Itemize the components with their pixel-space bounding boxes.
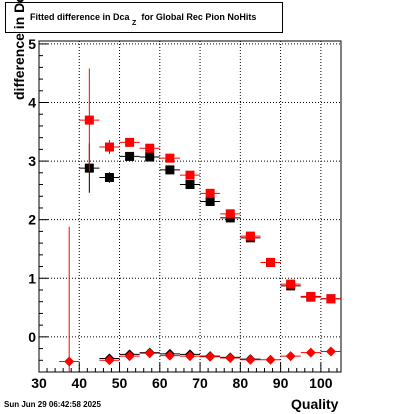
data-point-square bbox=[145, 143, 155, 153]
data-point-square bbox=[205, 197, 215, 207]
chart-title-subscript: Z bbox=[132, 20, 137, 27]
data-point-diamond bbox=[124, 351, 135, 362]
data-point-diamond bbox=[64, 356, 75, 367]
chart-title-rest: for Global Rec Pion NoHits bbox=[141, 12, 257, 22]
data-point-square bbox=[266, 257, 276, 267]
chart-title: Fitted difference in Dca Z for Global Re… bbox=[30, 12, 257, 27]
x-tick-label: 50 bbox=[112, 375, 128, 391]
data-point-square bbox=[185, 170, 195, 180]
footer-date: Sun Jun 29 06:42:58 2025 bbox=[4, 400, 101, 409]
data-point-diamond bbox=[245, 354, 256, 365]
data-point-diamond bbox=[305, 347, 316, 358]
x-tick-label: 80 bbox=[233, 375, 249, 391]
chart-title-box: Fitted difference in Dca Z for Global Re… bbox=[5, 2, 283, 33]
data-point-square bbox=[125, 137, 135, 147]
data-point-square bbox=[145, 152, 155, 162]
x-axis-label: Quality bbox=[291, 396, 339, 412]
data-point-square bbox=[326, 294, 336, 304]
data-point-diamond bbox=[185, 351, 195, 362]
x-tick-label: 90 bbox=[273, 375, 289, 391]
chart-title-main: Fitted difference in Dca bbox=[30, 12, 130, 22]
y-axis-label-main: difference in Dca bbox=[11, 0, 27, 100]
y-tick-label: 3 bbox=[28, 153, 36, 169]
y-tick-label: 4 bbox=[28, 95, 36, 111]
data-point-square bbox=[245, 231, 255, 241]
data-point-square bbox=[286, 279, 296, 289]
data-point-diamond bbox=[164, 350, 175, 361]
data-point-square bbox=[104, 142, 114, 152]
data-point-diamond bbox=[144, 348, 155, 359]
data-point-diamond bbox=[265, 354, 276, 365]
y-tick-label: 5 bbox=[28, 36, 36, 52]
data-point-square bbox=[84, 115, 94, 125]
x-tick-label: 100 bbox=[309, 375, 333, 391]
y-tick-label: 0 bbox=[28, 329, 36, 345]
data-point-square bbox=[205, 188, 215, 198]
data-point-diamond bbox=[325, 346, 336, 357]
data-point-square bbox=[165, 165, 175, 175]
data-point-square bbox=[306, 291, 316, 301]
data-point-square bbox=[104, 173, 114, 183]
x-tick-label: 60 bbox=[152, 375, 168, 391]
x-tick-label: 40 bbox=[71, 375, 87, 391]
data-point-diamond bbox=[205, 351, 216, 362]
data-point-square bbox=[165, 153, 175, 163]
y-tick-label: 1 bbox=[28, 270, 36, 286]
x-tick-label: 30 bbox=[31, 375, 47, 391]
data-point-square bbox=[225, 209, 235, 219]
data-point-diamond bbox=[104, 355, 115, 366]
plot-frame bbox=[38, 40, 342, 373]
data-point-square bbox=[185, 180, 195, 190]
data-point-diamond bbox=[225, 352, 236, 363]
data-point-square bbox=[125, 151, 135, 161]
x-tick-label: 70 bbox=[192, 375, 208, 391]
y-tick-label: 2 bbox=[28, 212, 36, 228]
data-point-diamond bbox=[285, 351, 296, 362]
